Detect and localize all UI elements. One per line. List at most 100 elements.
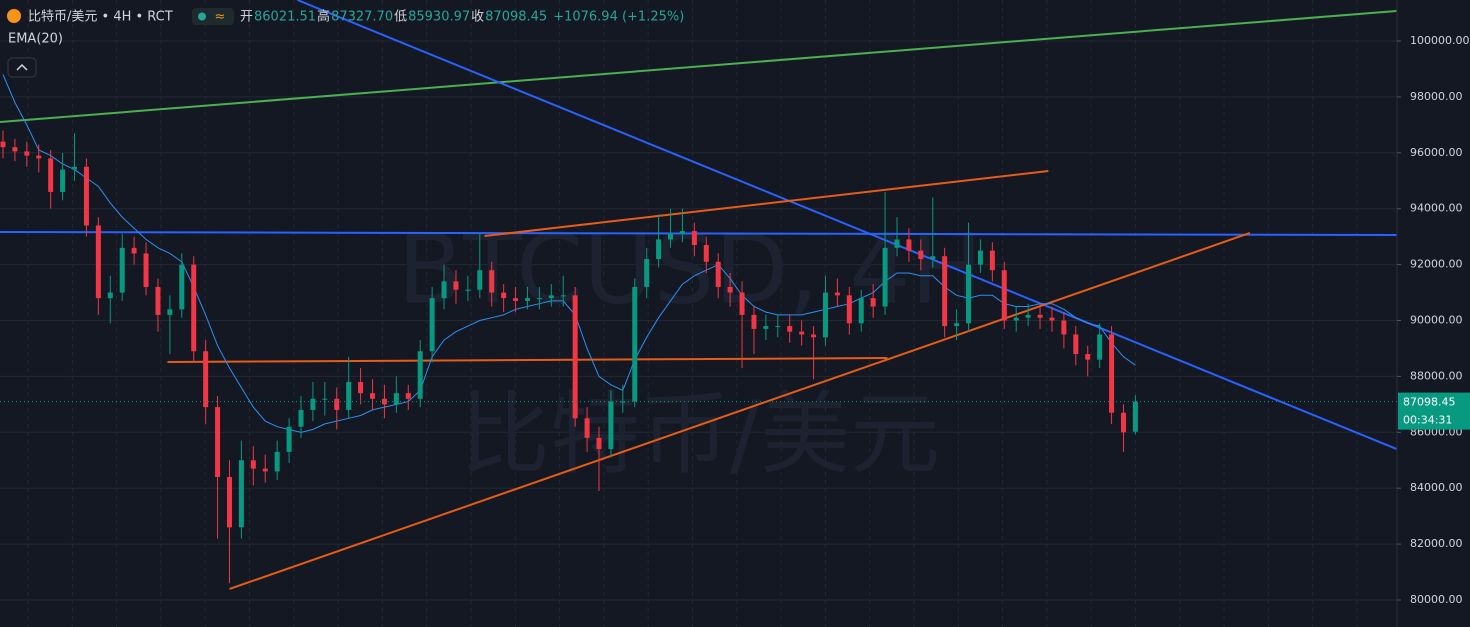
candle-body — [966, 264, 972, 324]
coin-icon — [7, 9, 21, 23]
candle-body — [191, 264, 197, 352]
candle-body — [727, 286, 733, 293]
candle-body — [346, 381, 352, 410]
grid — [0, 0, 1397, 627]
candle-body — [548, 295, 554, 299]
candle-body — [310, 398, 316, 410]
candle-body — [930, 256, 936, 260]
header-low-label: 低 — [394, 10, 407, 25]
candle-body — [24, 151, 30, 156]
status-badge — [192, 8, 234, 25]
candle-body — [72, 166, 78, 170]
candle-body — [894, 239, 900, 248]
candle-body — [906, 239, 912, 251]
button-frame[interactable] — [7, 57, 37, 78]
y-tick-label: 80000.00 — [1410, 593, 1463, 606]
trend-line — [297, 0, 1397, 450]
candle-body — [1097, 334, 1103, 360]
last-price-label: 87098.45 — [1403, 396, 1456, 409]
watermark-name: 比特币/美元 — [460, 382, 940, 487]
candle-body — [918, 250, 924, 260]
candle-body — [632, 286, 638, 402]
candle-body — [143, 253, 149, 287]
candle-body — [179, 264, 185, 310]
candle-body — [715, 261, 721, 287]
candle-body — [393, 393, 399, 405]
candle-body — [358, 381, 364, 394]
candle-body — [203, 351, 209, 408]
header-open-label: 开 — [240, 10, 253, 25]
chevron[interactable] — [16, 63, 28, 71]
candle-body — [942, 256, 948, 327]
candle-body — [679, 231, 685, 234]
candle-body — [477, 270, 483, 290]
last-price-box — [1398, 392, 1470, 430]
y-tick-label: 94000.00 — [1410, 202, 1463, 215]
candle-body — [822, 292, 828, 338]
candle-body — [441, 281, 447, 299]
candle-body — [560, 295, 566, 297]
candle-body — [954, 323, 960, 327]
candle-body — [429, 298, 435, 352]
candle-body — [48, 158, 54, 192]
candle-body — [858, 298, 864, 324]
candle-body — [226, 477, 232, 528]
header-low: 85930.97 — [408, 10, 470, 25]
candle-body — [584, 418, 590, 438]
candle-body — [989, 250, 995, 271]
candle-body — [834, 292, 840, 296]
trend-line — [0, 231, 1397, 237]
y-tick-label: 98000.00 — [1410, 90, 1463, 103]
y-tick-label: 82000.00 — [1410, 537, 1463, 550]
candle-body — [334, 398, 340, 410]
candle-body — [465, 289, 471, 291]
header-close-label: 收 — [471, 10, 484, 25]
watermark-symbol: BTCUSD, 4H — [397, 213, 982, 325]
trend-line — [484, 170, 1049, 238]
candle-body — [501, 292, 507, 299]
trend-line — [229, 232, 1251, 590]
candle-body — [155, 286, 161, 315]
candle-body — [1025, 314, 1031, 318]
candle-body — [775, 326, 781, 328]
candle-body — [1013, 317, 1019, 321]
candle-body — [131, 247, 137, 254]
candle-body — [1132, 401, 1138, 432]
candle-body — [739, 292, 745, 315]
candle-body — [1037, 314, 1043, 318]
candle-body — [1049, 317, 1055, 321]
candle-body — [572, 295, 578, 419]
candle-body — [0, 141, 6, 148]
candle-body — [453, 281, 459, 290]
header: 比特币/美元 • 4H • RCT ≈ 开 86021.51 高 87327.70 低 8… — [7, 8, 684, 78]
candle-body — [489, 270, 495, 293]
candle-body — [596, 437, 602, 450]
candle-body — [513, 298, 519, 301]
symbol: 比特币/美元 • 4H • RCT — [28, 10, 173, 25]
candle-body — [36, 155, 42, 159]
candle-body — [536, 298, 542, 300]
candle-body — [644, 259, 650, 287]
header-high-label: 高 — [317, 9, 330, 25]
candle-body — [286, 426, 292, 452]
candle-body — [405, 393, 411, 399]
candle-body — [977, 250, 983, 265]
candle-body — [119, 247, 125, 293]
candle-body — [799, 331, 805, 335]
candle-body — [608, 401, 614, 450]
candle-body — [417, 351, 423, 399]
candle-body — [811, 334, 817, 338]
trend-line — [0, 10, 1397, 123]
candle-body — [1109, 334, 1115, 413]
candle-body — [620, 401, 626, 403]
status-icon: ≈ — [215, 10, 226, 25]
candle-body — [60, 169, 66, 192]
indicator-label: EMA(20) — [8, 32, 63, 47]
candle-body — [83, 166, 89, 226]
candle-body — [691, 231, 697, 246]
candle-body — [787, 326, 793, 332]
candle-body — [262, 468, 268, 472]
collapse-button[interactable] — [7, 57, 37, 78]
candle-body — [250, 460, 256, 469]
